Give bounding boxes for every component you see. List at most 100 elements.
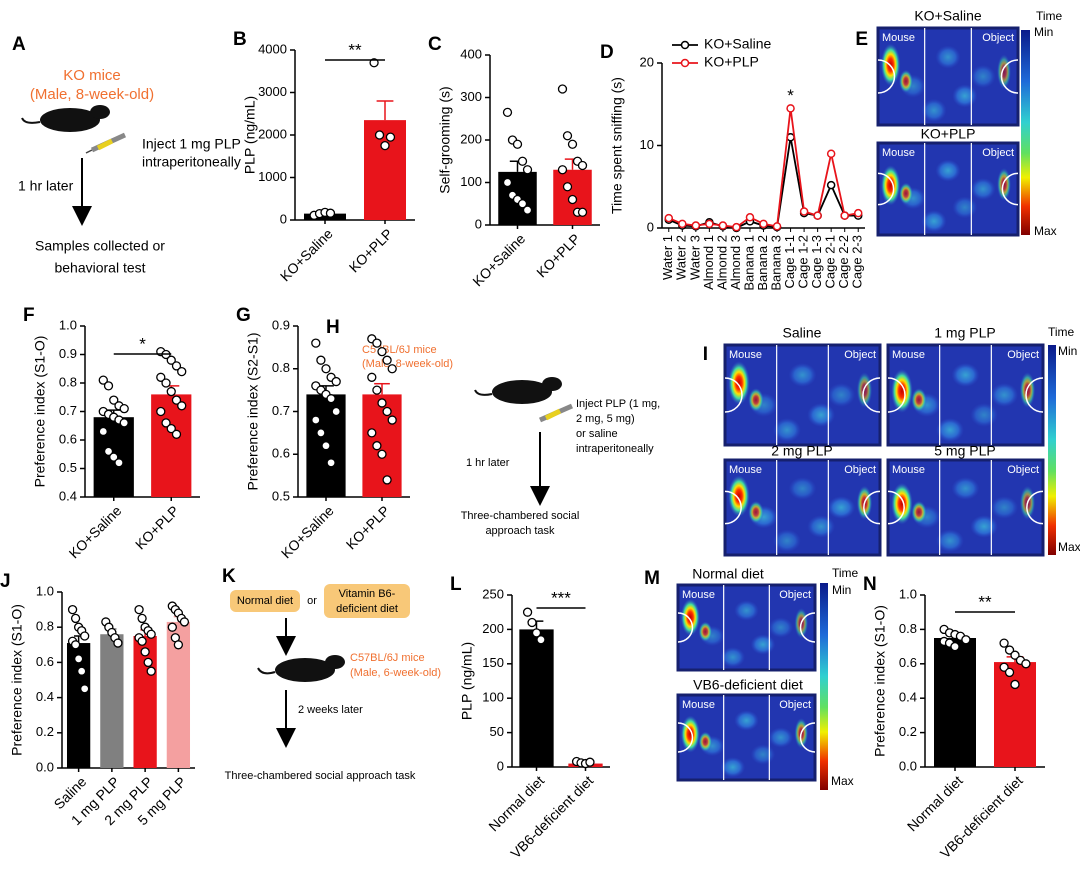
cup-outline — [724, 490, 742, 525]
chamber-label: Mouse — [729, 464, 762, 476]
data-point — [759, 219, 768, 229]
data-point — [367, 428, 377, 438]
data-point — [745, 213, 755, 222]
panel-label: I — [703, 344, 708, 365]
data-point — [331, 406, 341, 417]
y-tick-label: 0.4 — [59, 488, 77, 503]
y-tick-label: 0 — [497, 758, 504, 773]
data-point — [377, 398, 387, 408]
bar — [994, 662, 1036, 767]
panel-label: A — [12, 34, 26, 55]
heat-blob — [952, 84, 978, 108]
data-point — [179, 617, 190, 627]
color-bar-label: Time — [832, 566, 859, 580]
chamber-label: Object — [844, 464, 876, 476]
heat-hotspot — [891, 482, 913, 525]
data-point — [146, 629, 156, 639]
data-point — [171, 395, 182, 405]
x-tick-label: Cage 2-1 — [823, 235, 838, 288]
x-tick-label: Banana 2 — [755, 235, 770, 291]
heat-blob — [827, 383, 856, 407]
data-point — [732, 222, 741, 232]
heat-hotspot — [698, 731, 713, 752]
data-point — [98, 426, 108, 437]
y-tick-label: 0.8 — [899, 621, 917, 636]
data-point — [577, 207, 588, 217]
arena-heatmap: Mouse Object — [876, 141, 1020, 237]
data-point — [326, 458, 336, 468]
x-tick-label: Almond 2 — [714, 235, 729, 290]
heat-hotspot — [680, 598, 700, 636]
heat-hotspot — [698, 621, 713, 642]
chamber-label: Mouse — [882, 32, 915, 44]
data-point — [177, 401, 187, 411]
data-point — [316, 428, 326, 438]
data-point — [522, 607, 533, 617]
panel-label: L — [450, 574, 462, 595]
heat-hotspot — [899, 69, 913, 93]
mice-detail: (Male, 8-week-old) — [362, 358, 453, 370]
error-bar — [376, 100, 394, 121]
y-tick-label: 0.4 — [899, 690, 917, 705]
y-axis-label: Preference index (S1-O) — [872, 605, 888, 757]
data-point — [140, 647, 150, 657]
heat-hotspot — [997, 167, 1011, 201]
panel-label: G — [236, 305, 251, 326]
cup-outline — [799, 722, 816, 753]
heat-blob — [773, 529, 801, 553]
legend-label: KO+PLP — [704, 54, 759, 70]
y-tick-label: 1.0 — [59, 317, 77, 332]
x-tick-label: Cage 2-3 — [850, 235, 865, 288]
heatmap-panel: I Mouse Object Saline Mouse Object 1 mg PLP Mou… — [703, 325, 1080, 557]
diet-box — [230, 590, 300, 612]
panel-label: N — [863, 574, 877, 595]
data-point — [567, 194, 578, 205]
x-tick-label: KO+PLP — [343, 502, 393, 552]
heat-hotspot — [899, 182, 913, 205]
heat-blob — [807, 515, 836, 538]
outcome-text: Three-chambered social — [461, 510, 580, 522]
heatmap-title: Saline — [783, 325, 822, 341]
heat-hotspot — [911, 388, 927, 412]
y-tick-label: 0.4 — [36, 689, 54, 704]
heatmap-panel: M Mouse Object Normal diet Mouse Object VB6-de… — [644, 566, 859, 790]
legend-marker — [680, 40, 690, 50]
data-point — [103, 381, 114, 391]
bar — [519, 629, 554, 767]
y-tick-label: 0.0 — [36, 759, 54, 774]
data-point — [387, 415, 397, 425]
panel-label: J — [0, 571, 11, 592]
y-tick-label: 0.6 — [899, 655, 917, 670]
data-point — [372, 385, 382, 395]
data-point — [73, 654, 84, 664]
mouse-icon — [21, 105, 110, 132]
panel-label: D — [600, 42, 614, 63]
y-axis-label: PLP (ng/mL) — [242, 96, 258, 174]
data-point — [166, 386, 176, 397]
y-tick-label: 0.6 — [59, 431, 77, 446]
data-point — [950, 641, 960, 652]
arena-heatmap: Mouse Object — [886, 458, 1045, 557]
heat-blob — [773, 418, 801, 442]
inject-text: 2 mg, 5 mg) — [576, 413, 635, 425]
data-point — [562, 182, 573, 192]
data-point — [799, 207, 809, 216]
heat-blob — [720, 757, 746, 778]
y-tick-label: 0 — [280, 211, 287, 226]
data-point — [705, 219, 714, 229]
inject-text: intraperitoneally — [576, 443, 654, 455]
y-tick-label: 400 — [460, 46, 482, 61]
cup-outline — [863, 490, 881, 525]
data-point — [166, 355, 176, 365]
data-point — [1004, 667, 1015, 678]
color-bar — [820, 583, 828, 790]
data-point — [372, 441, 382, 451]
heatmap-title: KO+Saline — [914, 8, 982, 24]
x-tick-label: Cage 1-1 — [782, 235, 797, 288]
x-tick-label: KO+Saline — [66, 502, 125, 561]
bar — [100, 634, 124, 768]
bar — [934, 638, 976, 767]
y-tick-label: 250 — [482, 586, 504, 601]
